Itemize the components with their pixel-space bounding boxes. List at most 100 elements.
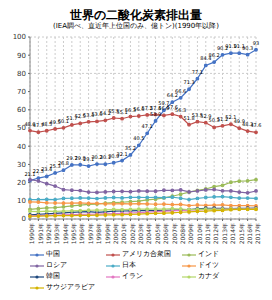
svg-text:71.3: 71.3 bbox=[183, 79, 194, 85]
html-text:インド: インド bbox=[197, 250, 219, 258]
svg-text:2003年: 2003年 bbox=[137, 223, 144, 244]
svg-text:47.6: 47.6 bbox=[250, 122, 261, 128]
svg-text:48.5: 48.5 bbox=[41, 120, 53, 127]
svg-text:48.6: 48.6 bbox=[24, 120, 36, 127]
svg-text:77.1: 77.1 bbox=[192, 69, 203, 75]
html-text:アメリカ合衆国: アメリカ合衆国 bbox=[121, 250, 171, 258]
svg-text:30.9: 30.9 bbox=[108, 152, 120, 159]
svg-text:2013年: 2013年 bbox=[221, 223, 228, 244]
svg-text:1991年: 1991年 bbox=[37, 223, 44, 244]
html-text:ロシア: ロシア bbox=[46, 261, 67, 269]
svg-text:0: 0 bbox=[22, 215, 26, 223]
svg-text:64.2: 64.2 bbox=[166, 92, 178, 99]
html-text:世界の二酸化炭素排出量: 世界の二酸化炭素排出量 bbox=[70, 8, 202, 22]
svg-text:2006年: 2006年 bbox=[162, 223, 169, 244]
html-text:韓国: 韓国 bbox=[46, 272, 60, 280]
svg-text:2014年: 2014年 bbox=[229, 223, 236, 244]
html-text:ドイツ: ドイツ bbox=[197, 261, 219, 269]
svg-text:70: 70 bbox=[17, 88, 26, 96]
svg-text:91.1: 91.1 bbox=[225, 43, 237, 50]
html-text:イラン: イラン bbox=[121, 272, 143, 280]
svg-text:52.9: 52.9 bbox=[200, 112, 212, 119]
svg-text:29.8: 29.8 bbox=[74, 154, 86, 161]
svg-text:53.5: 53.5 bbox=[191, 111, 203, 118]
svg-text:2009年: 2009年 bbox=[187, 223, 194, 244]
svg-text:40: 40 bbox=[17, 143, 26, 151]
svg-text:50.3: 50.3 bbox=[208, 117, 220, 124]
svg-text:93: 93 bbox=[253, 40, 259, 46]
svg-text:47.7: 47.7 bbox=[32, 122, 44, 129]
svg-text:55.1: 55.1 bbox=[116, 108, 128, 115]
html-text:中国: 中国 bbox=[46, 250, 60, 258]
svg-text:52.1: 52.1 bbox=[225, 114, 237, 121]
svg-text:90.3: 90.3 bbox=[242, 45, 253, 51]
svg-text:86.2: 86.2 bbox=[209, 52, 220, 58]
svg-text:30: 30 bbox=[17, 161, 26, 169]
svg-text:49.9: 49.9 bbox=[233, 118, 245, 125]
svg-text:1993年: 1993年 bbox=[53, 223, 60, 244]
svg-text:54.2: 54.2 bbox=[99, 110, 111, 117]
svg-text:1994年: 1994年 bbox=[62, 223, 69, 244]
svg-text:50.1: 50.1 bbox=[57, 117, 70, 124]
svg-text:21.1: 21.1 bbox=[24, 170, 36, 177]
svg-text:52.5: 52.5 bbox=[74, 113, 86, 120]
svg-text:53.4: 53.4 bbox=[83, 111, 95, 118]
html-text:日本: 日本 bbox=[121, 261, 136, 269]
html-text:(IEA調べ、直近年上位国のみ、億トン)(1990年以降): (IEA調べ、直近年上位国のみ、億トン)(1990年以降) bbox=[53, 22, 219, 30]
svg-text:1990年: 1990年 bbox=[28, 223, 35, 244]
svg-text:35.2: 35.2 bbox=[125, 145, 136, 151]
svg-text:26.8: 26.8 bbox=[58, 160, 69, 166]
svg-text:47.1: 47.1 bbox=[142, 123, 153, 129]
svg-text:10: 10 bbox=[17, 197, 26, 205]
svg-text:2004年: 2004年 bbox=[145, 223, 152, 244]
svg-text:53.9: 53.9 bbox=[150, 111, 161, 117]
html-text:カナダ: カナダ bbox=[197, 272, 219, 280]
svg-text:29.7: 29.7 bbox=[66, 154, 78, 161]
svg-text:100: 100 bbox=[13, 33, 26, 41]
svg-text:2005年: 2005年 bbox=[154, 223, 161, 244]
svg-text:1996年: 1996年 bbox=[78, 223, 85, 244]
svg-text:51.7: 51.7 bbox=[66, 114, 78, 121]
svg-text:23.4: 23.4 bbox=[41, 166, 53, 173]
svg-text:2000年: 2000年 bbox=[112, 223, 119, 244]
svg-text:56.3: 56.3 bbox=[175, 107, 186, 113]
svg-text:1998年: 1998年 bbox=[95, 223, 102, 244]
svg-text:2011年: 2011年 bbox=[204, 223, 211, 244]
svg-text:90.2: 90.2 bbox=[216, 44, 229, 51]
svg-text:2012年: 2012年 bbox=[212, 223, 219, 244]
svg-text:2015年: 2015年 bbox=[238, 223, 245, 244]
html-text:サウジアラビア: サウジアラビア bbox=[46, 283, 95, 291]
svg-text:2001年: 2001年 bbox=[120, 223, 127, 244]
svg-text:2016年: 2016年 bbox=[246, 223, 253, 244]
svg-text:1995年: 1995年 bbox=[70, 223, 77, 244]
svg-text:1992年: 1992年 bbox=[45, 223, 52, 244]
svg-text:66.6: 66.6 bbox=[175, 88, 186, 94]
svg-text:32.1: 32.1 bbox=[117, 151, 128, 157]
svg-text:2008年: 2008年 bbox=[179, 223, 186, 244]
svg-text:1997年: 1997年 bbox=[87, 223, 94, 244]
svg-text:51.2: 51.2 bbox=[216, 115, 229, 122]
svg-text:2002年: 2002年 bbox=[129, 223, 136, 244]
svg-text:50: 50 bbox=[17, 124, 26, 133]
svg-text:91.1: 91.1 bbox=[233, 43, 245, 50]
svg-text:2017年: 2017年 bbox=[254, 223, 261, 244]
svg-text:90: 90 bbox=[17, 52, 26, 60]
svg-text:49.5: 49.5 bbox=[49, 118, 61, 125]
svg-text:20: 20 bbox=[17, 179, 26, 187]
svg-text:60: 60 bbox=[17, 106, 26, 114]
svg-text:56.3: 56.3 bbox=[124, 106, 136, 113]
svg-text:84.4: 84.4 bbox=[200, 55, 212, 62]
svg-text:57.2: 57.2 bbox=[141, 104, 153, 111]
svg-text:53.6: 53.6 bbox=[91, 111, 103, 118]
svg-text:2010年: 2010年 bbox=[196, 223, 203, 244]
svg-text:40.5: 40.5 bbox=[133, 135, 144, 141]
svg-text:56.9: 56.9 bbox=[158, 105, 170, 112]
svg-text:30.1: 30.1 bbox=[99, 154, 111, 161]
svg-text:57.4: 57.4 bbox=[150, 104, 162, 111]
svg-text:2007年: 2007年 bbox=[171, 223, 178, 244]
svg-text:1999年: 1999年 bbox=[104, 223, 111, 244]
svg-text:80: 80 bbox=[17, 70, 26, 78]
svg-text:22.5: 22.5 bbox=[32, 168, 44, 175]
svg-text:57.6: 57.6 bbox=[166, 104, 178, 111]
svg-text:51.8: 51.8 bbox=[183, 114, 195, 121]
